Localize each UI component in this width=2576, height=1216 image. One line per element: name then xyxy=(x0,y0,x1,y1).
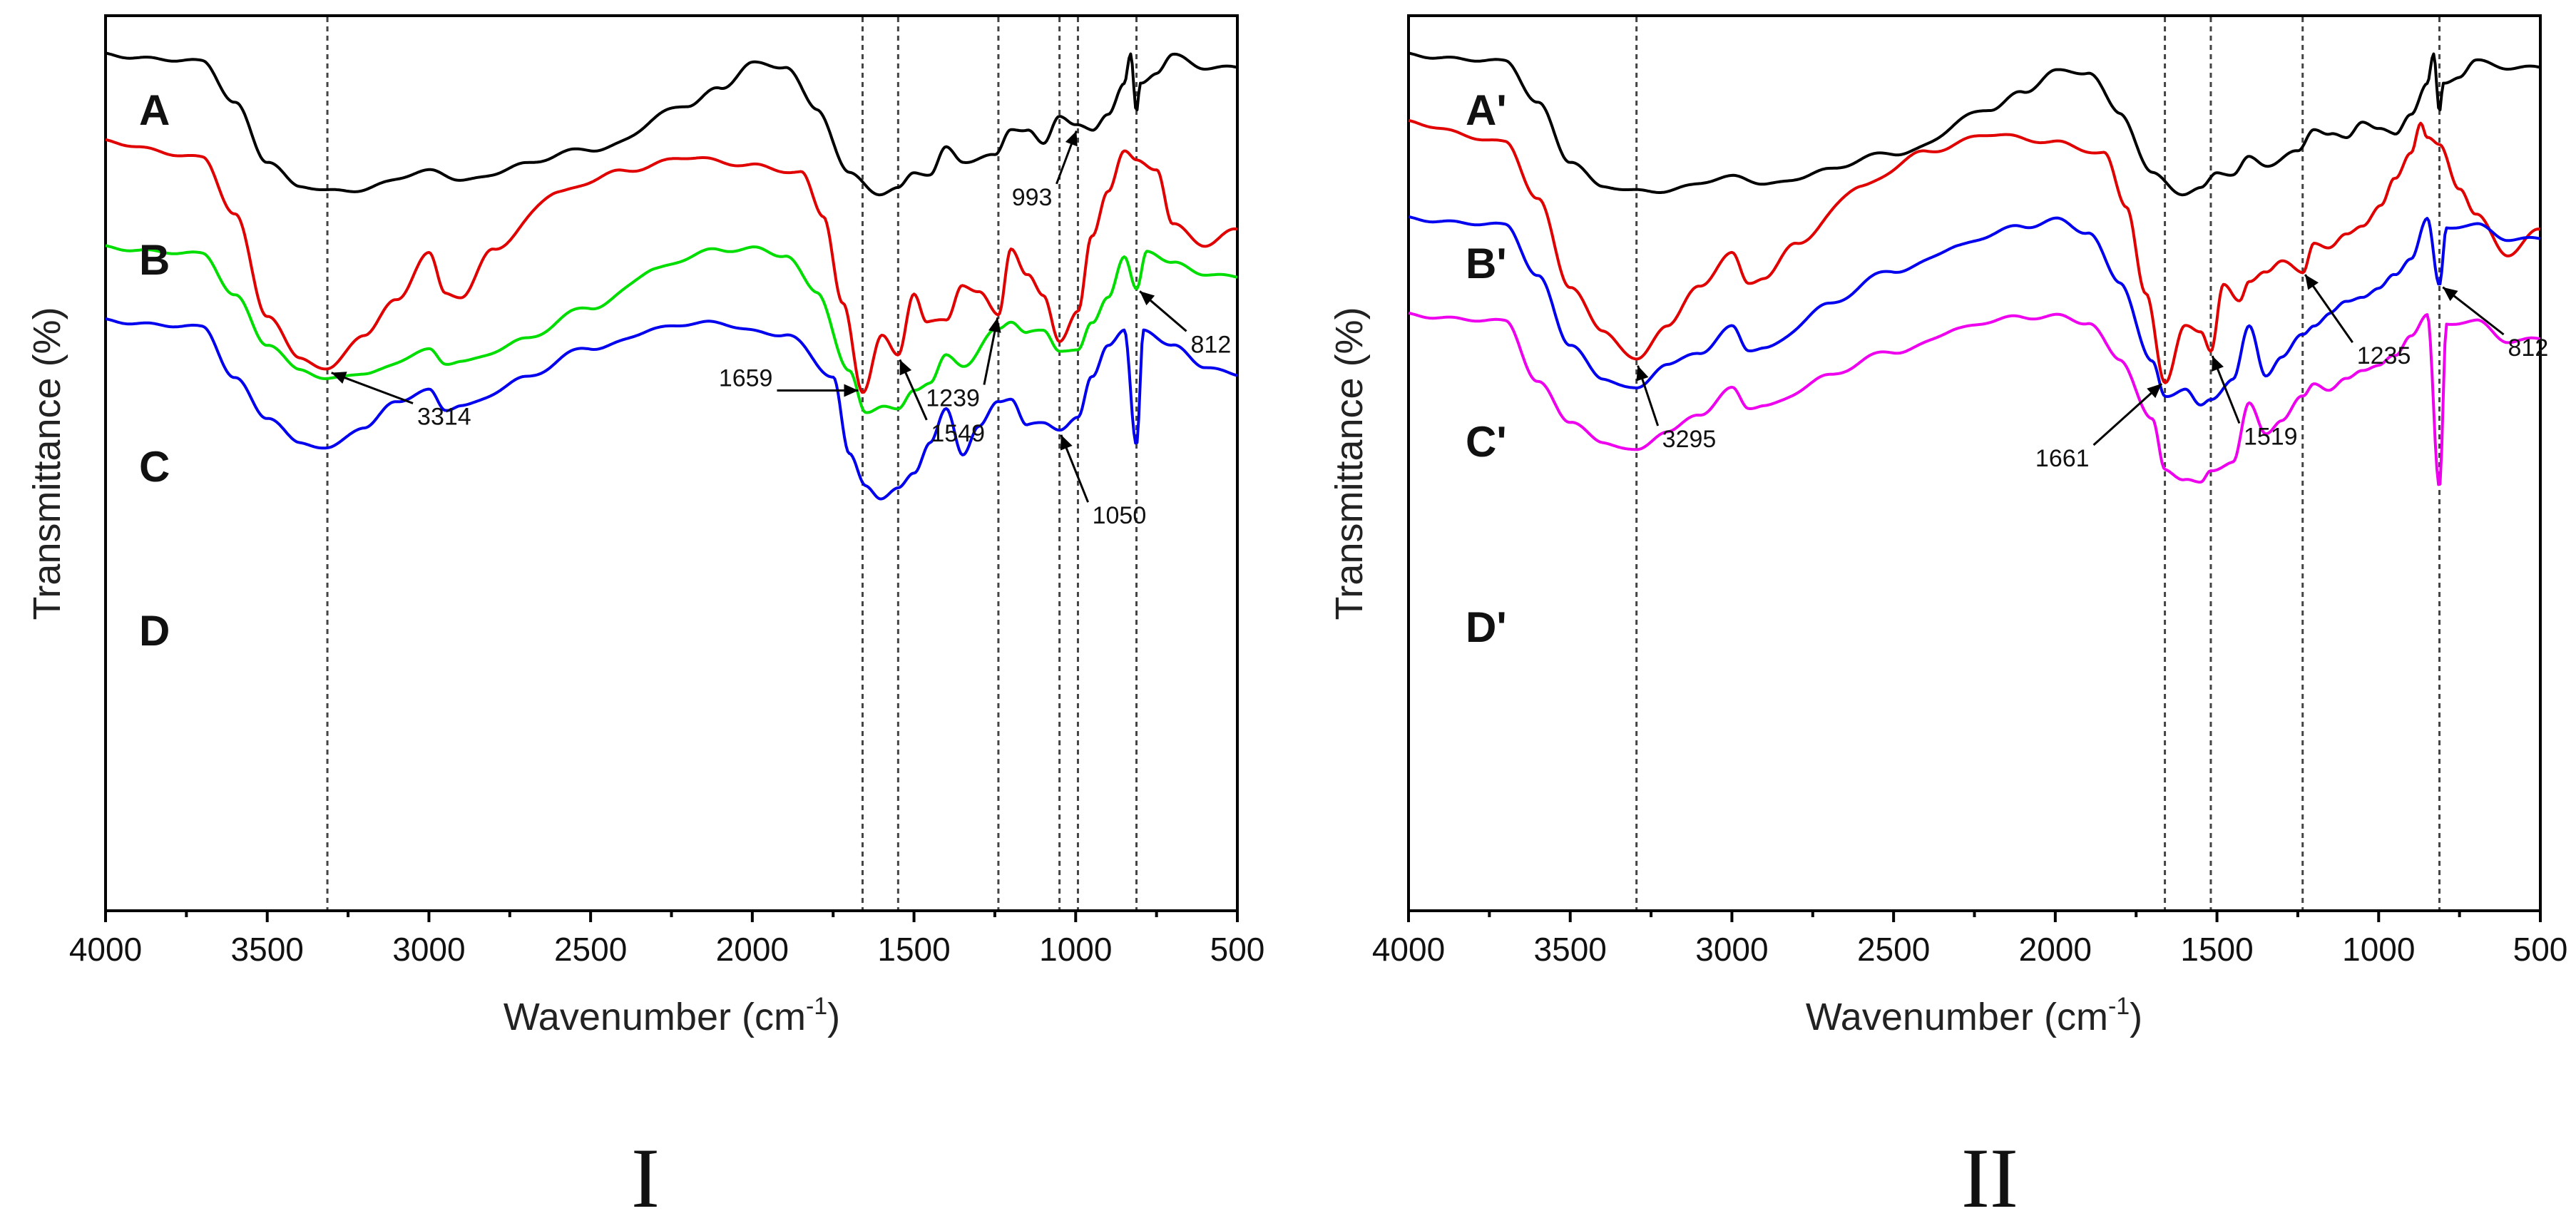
panel-ii-x-axis-title: Wavenumber (cm-1) xyxy=(1806,993,2142,1038)
x-tick-label: 2000 xyxy=(2019,931,2092,968)
x-tick-label: 3500 xyxy=(1534,931,1607,968)
panel-ii-reference-lines xyxy=(1635,17,2441,909)
trace-label: B xyxy=(139,236,170,284)
panel-i-x-ticks: 4000 3500 3000 2500 2000 1500 1000 500 xyxy=(69,911,1265,968)
annotation-arrowhead xyxy=(2305,275,2319,290)
annotation-arrowhead xyxy=(1060,434,1073,451)
panel-ii-x-ticks: 4000 3500 3000 2500 2000 1500 1000 500 xyxy=(1372,911,2568,968)
series-line-B xyxy=(105,138,1238,394)
x-tick-label: 1500 xyxy=(2180,931,2253,968)
trace-label: B' xyxy=(1466,240,1507,287)
x-tick-label: 4000 xyxy=(69,931,142,968)
annotation-label: 1050 xyxy=(1093,502,1147,529)
series-line-C xyxy=(105,244,1238,414)
annotation-arrow xyxy=(331,372,414,404)
annotation-arrowhead xyxy=(2212,356,2224,372)
trace-label: C' xyxy=(1466,418,1507,466)
annotation-arrowhead xyxy=(988,317,1001,333)
panel-i-trace-labels: A B C D xyxy=(139,86,170,655)
x-tick-label: 2500 xyxy=(554,931,627,968)
panel-ii-label: II xyxy=(1961,1130,2018,1216)
x-tick-label: 500 xyxy=(1210,931,1265,968)
annotation-label: 1519 xyxy=(2244,424,2298,451)
x-tick-label: 3500 xyxy=(231,931,304,968)
annotation-label: 1549 xyxy=(931,420,985,447)
x-tick-label: 2000 xyxy=(716,931,789,968)
series-line-D xyxy=(105,317,1238,501)
trace-label: A' xyxy=(1466,86,1507,134)
annotation-arrowhead xyxy=(2147,384,2162,399)
panel-ii-trace-labels: A' B' C' D' xyxy=(1466,86,1507,651)
panel-ii-chart: A' B' C' D' 3295 1661 1519 1235 812 4000 3500 300… xyxy=(1328,14,2568,1216)
panel-i-reference-lines xyxy=(326,17,1138,909)
annotation-arrowhead xyxy=(2443,287,2458,302)
x-tick-label: 1000 xyxy=(2342,931,2415,968)
annotation-label: 1659 xyxy=(719,365,773,392)
panel-i-x-axis-title: Wavenumber (cm-1) xyxy=(504,993,840,1038)
x-tick-label: 2500 xyxy=(1857,931,1930,968)
series-line-C-prime xyxy=(1408,215,2541,407)
annotation-label: 1661 xyxy=(2035,445,2090,472)
x-tick-label: 3000 xyxy=(1695,931,1768,968)
annotation-arrow xyxy=(2092,382,2163,446)
series-line-A xyxy=(105,51,1238,197)
x-tick-label: 3000 xyxy=(392,931,465,968)
annotation-arrowhead xyxy=(331,372,347,384)
annotation-label: 812 xyxy=(2508,334,2549,362)
x-tick-label: 1500 xyxy=(877,931,950,968)
annotation-arrowhead xyxy=(1065,131,1078,147)
trace-label: A xyxy=(139,86,170,134)
annotation-label: 3314 xyxy=(417,404,471,431)
annotation-arrowhead xyxy=(1636,365,1649,382)
trace-label: C xyxy=(139,443,170,491)
panel-i-y-axis-title: Transmittance (%) xyxy=(26,307,68,620)
series-line-A-prime xyxy=(1408,51,2541,197)
annotation-label: 1235 xyxy=(2357,342,2411,369)
annotation-arrowhead xyxy=(899,359,912,376)
annotation-label: 3295 xyxy=(1662,426,1717,453)
panel-ii-plot-frame xyxy=(1407,14,2542,912)
annotation-label: 993 xyxy=(1012,184,1053,211)
panel-ii-annotations: 3295 1661 1519 1235 812 xyxy=(1636,274,2549,472)
x-tick-label: 1000 xyxy=(1039,931,1112,968)
panel-ii-y-axis-title: Transmittance (%) xyxy=(1328,307,1371,620)
panel-i-annotations: 3314 1659 1549 1239 993 812 1050 xyxy=(331,130,1232,529)
x-tick-label: 500 xyxy=(2513,931,2568,968)
annotation-arrowhead xyxy=(844,384,859,397)
annotation-label: 812 xyxy=(1191,331,1232,358)
panel-ii-series xyxy=(1408,51,2541,486)
annotation-arrowhead xyxy=(1140,291,1155,306)
panel-i-label: I xyxy=(631,1130,660,1216)
trace-label: D xyxy=(139,607,170,655)
panel-i-chart: A B C D 3314 1659 1549 1239 993 812 1050 4000 3500… xyxy=(26,14,1265,1216)
panel-i-series xyxy=(105,51,1238,501)
trace-label: D' xyxy=(1466,603,1507,651)
series-line-B-prime xyxy=(1408,118,2541,384)
panel-i-plot-frame xyxy=(104,14,1239,912)
series-line-D-prime xyxy=(1408,311,2541,486)
x-tick-label: 4000 xyxy=(1372,931,1445,968)
annotation-label: 1239 xyxy=(926,385,980,412)
